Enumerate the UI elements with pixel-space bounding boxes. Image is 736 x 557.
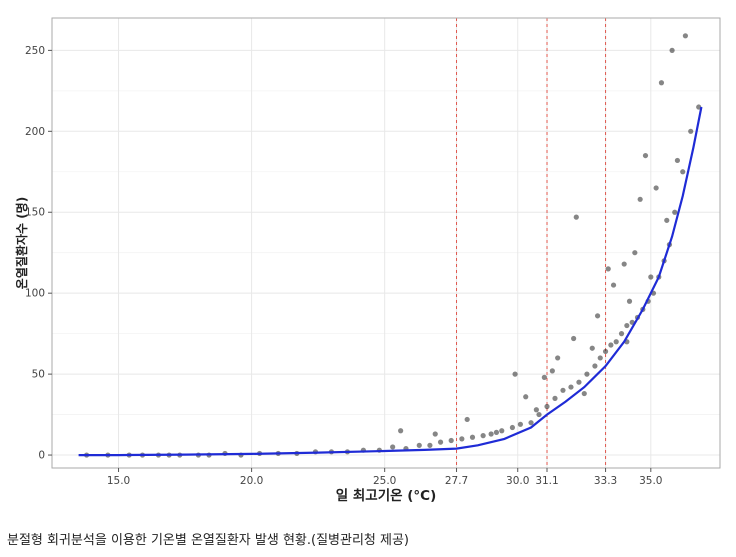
data-point xyxy=(613,339,619,345)
data-point xyxy=(605,266,611,272)
data-point xyxy=(682,33,689,39)
data-point xyxy=(653,185,659,191)
x-tick-label: 15.0 xyxy=(107,475,130,487)
data-point xyxy=(688,128,694,134)
y-axis-label: 온열질환자수 (명) xyxy=(14,197,29,289)
data-point xyxy=(493,429,500,435)
data-point xyxy=(610,282,617,288)
data-point xyxy=(632,250,638,256)
data-point xyxy=(642,152,649,159)
data-point xyxy=(549,368,555,374)
breakpoint-lines xyxy=(456,18,607,468)
chart-svg: 15.0 20.0 25.0 27.7 30.0 31.1 33.3 35.0 0 50 100 1… xyxy=(14,17,721,504)
data-point xyxy=(664,217,670,223)
y-tick-label: 100 xyxy=(25,288,45,300)
panel-frame xyxy=(51,17,721,469)
data-point xyxy=(416,442,422,448)
data-point xyxy=(390,444,396,450)
data-point xyxy=(480,433,486,439)
data-point xyxy=(618,331,625,337)
x-tick-label: 25.0 xyxy=(373,475,396,487)
data-point xyxy=(589,345,595,351)
y-tick-label: 150 xyxy=(25,207,45,219)
data-point xyxy=(573,214,579,220)
data-point xyxy=(658,80,665,86)
data-point xyxy=(626,298,633,304)
data-point xyxy=(648,274,654,280)
data-point xyxy=(669,47,675,53)
x-tick-label: 27.7 xyxy=(445,475,468,487)
x-tick-label: 20.0 xyxy=(240,475,263,487)
x-axis-label: 일 최고기온 (°C) xyxy=(336,488,437,504)
data-point xyxy=(469,434,476,440)
data-point xyxy=(672,209,678,215)
data-point xyxy=(584,371,590,377)
data-point xyxy=(674,157,681,164)
data-point xyxy=(560,387,566,393)
data-point xyxy=(448,437,454,444)
data-point xyxy=(552,395,558,401)
data-point xyxy=(576,379,582,385)
data-point xyxy=(523,394,529,400)
data-point xyxy=(592,363,598,369)
data-point xyxy=(544,403,550,410)
x-axis: 15.0 20.0 25.0 27.7 30.0 31.1 33.3 35.0 xyxy=(107,468,663,487)
data-point xyxy=(499,428,505,434)
fitted-curve xyxy=(78,106,703,457)
x-tick-label: 31.1 xyxy=(535,475,558,487)
data-point xyxy=(555,355,561,361)
data-point xyxy=(624,322,630,329)
data-point xyxy=(533,407,539,413)
data-point xyxy=(488,431,494,437)
data-point xyxy=(512,371,518,377)
x-tick-label: 35.0 xyxy=(639,475,662,487)
data-point xyxy=(509,424,516,431)
y-tick-label: 50 xyxy=(32,369,45,381)
data-point xyxy=(637,196,643,202)
data-point xyxy=(608,342,614,348)
panel-background xyxy=(52,18,720,468)
x-tick-label: 30.0 xyxy=(506,475,529,487)
data-point xyxy=(581,390,587,397)
data-point xyxy=(680,169,686,175)
data-point xyxy=(696,104,702,110)
data-point xyxy=(432,431,438,437)
data-point xyxy=(597,355,603,361)
data-point xyxy=(459,436,465,442)
data-point xyxy=(541,374,547,380)
data-point xyxy=(602,348,609,355)
data-point xyxy=(437,439,444,445)
y-tick-label: 0 xyxy=(38,450,45,462)
data-point xyxy=(517,421,523,427)
data-point xyxy=(398,428,404,434)
y-tick-label: 200 xyxy=(25,126,45,138)
y-axis: 0 50 100 150 200 250 xyxy=(25,45,52,462)
data-point xyxy=(427,442,433,448)
data-point xyxy=(568,384,574,390)
data-point xyxy=(571,335,577,342)
chart-figure: 15.0 20.0 25.0 27.7 30.0 31.1 33.3 35.0 0 50 100 1… xyxy=(14,17,721,504)
y-tick-label: 250 xyxy=(25,45,45,57)
data-point xyxy=(536,411,542,418)
x-tick-label: 33.3 xyxy=(594,475,617,487)
data-point xyxy=(594,313,601,319)
data-point xyxy=(528,420,534,426)
data-point xyxy=(464,416,470,423)
data-point xyxy=(621,261,627,267)
figure-caption: 분절형 회귀분석을 이용한 기온별 온열질환자 발생 현황.(질병관리청 제공) xyxy=(7,533,410,548)
